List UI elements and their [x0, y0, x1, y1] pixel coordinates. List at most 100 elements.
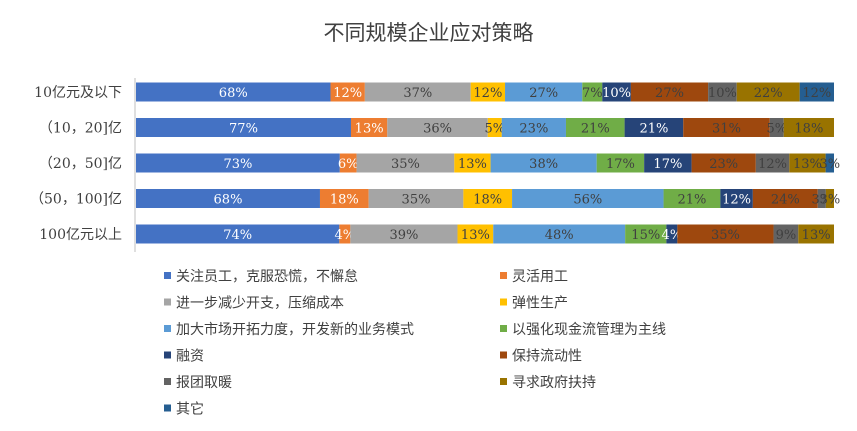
- bar-segment: [783, 118, 834, 137]
- data-label: 13%: [461, 228, 490, 243]
- bar-segment: [799, 82, 834, 102]
- legend-label: 关注员工，克服恐慌，不懈怠: [176, 268, 358, 285]
- bar-segment: [136, 224, 340, 244]
- legend-label: 寻求政府扶持: [512, 375, 596, 391]
- data-label: 36%: [423, 122, 452, 137]
- data-label: 9%: [776, 228, 797, 243]
- bar-segment: [565, 118, 625, 137]
- data-label: 56%: [573, 193, 602, 208]
- data-label: 22%: [754, 86, 783, 101]
- category-label: 100亿元以上: [39, 227, 122, 243]
- legend-swatch: [500, 272, 507, 279]
- bar-segment: [752, 189, 818, 208]
- bar-segment: [625, 224, 667, 244]
- bar-segment: [339, 153, 357, 173]
- data-label: 18%: [473, 193, 502, 208]
- category-label: （50，100]亿: [30, 192, 122, 208]
- category-label: （10，20]亿: [39, 121, 122, 137]
- legend-label: 以强化现金流管理为主线: [512, 322, 666, 338]
- category-label: 10亿元及以下: [34, 85, 122, 101]
- bar-segment: [825, 189, 834, 208]
- data-label: 15%: [631, 228, 660, 243]
- bar-segment: [736, 82, 800, 102]
- bar-segment: [755, 153, 790, 173]
- data-label: 6%: [338, 157, 359, 172]
- data-label: 21%: [581, 122, 610, 137]
- data-label: 12%: [333, 86, 362, 101]
- data-label: 38%: [529, 157, 558, 172]
- data-label: 21%: [678, 193, 707, 208]
- data-label: 18%: [330, 193, 359, 208]
- data-label: 7%: [582, 86, 603, 101]
- data-label: 27%: [529, 86, 558, 101]
- data-label: 10%: [602, 86, 631, 101]
- bar-segment: [708, 82, 737, 102]
- bar-segment: [136, 153, 340, 173]
- data-label: 13%: [793, 157, 822, 172]
- data-label: 17%: [653, 157, 682, 172]
- data-label: 4%: [335, 228, 356, 243]
- chart-title: 不同规模企业应对策略: [324, 21, 534, 45]
- legend-label: 融资: [176, 349, 204, 365]
- bar-segment: [490, 153, 597, 173]
- bar-segment: [630, 82, 709, 102]
- bar-segment: [769, 118, 784, 137]
- data-label: 23%: [709, 157, 738, 172]
- data-label: 5%: [484, 122, 505, 137]
- bar-segment: [501, 118, 566, 137]
- data-label: 3%: [819, 157, 840, 172]
- bar-segment: [512, 189, 664, 208]
- data-label: 12%: [473, 86, 502, 101]
- legend-label: 保持流动性: [512, 349, 582, 365]
- bar-segment: [825, 153, 834, 173]
- data-label: 23%: [519, 122, 548, 137]
- bar-segment: [364, 82, 471, 102]
- data-label: 4%: [662, 228, 683, 243]
- bar-segment: [666, 224, 678, 244]
- legend-label: 弹性生产: [512, 296, 568, 312]
- bar-segment: [487, 118, 502, 137]
- data-label: 3%: [820, 193, 841, 208]
- data-label: 12%: [722, 193, 751, 208]
- legend-swatch: [500, 351, 507, 359]
- bar-segment: [773, 224, 799, 244]
- bar-segment: [789, 153, 826, 173]
- legend-label: 其它: [176, 401, 204, 418]
- bar-segment: [663, 189, 721, 208]
- data-label: 68%: [214, 193, 243, 208]
- bar-segment: [356, 153, 455, 173]
- data-label: 74%: [223, 228, 252, 243]
- bar-segment: [691, 153, 756, 173]
- legend-swatch: [164, 351, 171, 359]
- legend-label: 灵活用工: [512, 269, 568, 285]
- legend-swatch: [164, 272, 171, 279]
- bar-segment: [582, 82, 603, 102]
- bar-segment: [493, 224, 626, 244]
- bar-segment: [350, 224, 458, 244]
- bar-segment: [387, 118, 488, 137]
- bar-segment: [624, 118, 684, 137]
- data-label: 21%: [639, 122, 668, 137]
- data-label: 13%: [802, 228, 831, 243]
- data-label: 68%: [219, 86, 248, 101]
- data-label: 5%: [766, 122, 787, 137]
- bar-segment: [319, 189, 369, 208]
- legend-swatch: [164, 404, 171, 412]
- bar-segment: [454, 153, 491, 173]
- bar-segment: [817, 189, 826, 208]
- data-label: 35%: [402, 193, 431, 208]
- category-label: （20，50]亿: [39, 156, 122, 172]
- bar-segment: [136, 118, 351, 137]
- legend-swatch: [164, 378, 171, 385]
- bar-segment: [720, 189, 753, 208]
- data-label: 10%: [708, 86, 737, 101]
- legend-swatch: [164, 325, 171, 332]
- legend-swatch: [164, 298, 171, 306]
- data-label: 18%: [794, 122, 823, 137]
- bar-segment: [677, 224, 774, 244]
- bar-segment: [505, 82, 583, 102]
- bar-segment: [463, 189, 513, 208]
- data-label: 48%: [545, 228, 574, 243]
- bars-group: 68% 12% 37% 12% 27% 7% 10% 27% 10% 22% 12%77% 13% 36…: [136, 82, 841, 244]
